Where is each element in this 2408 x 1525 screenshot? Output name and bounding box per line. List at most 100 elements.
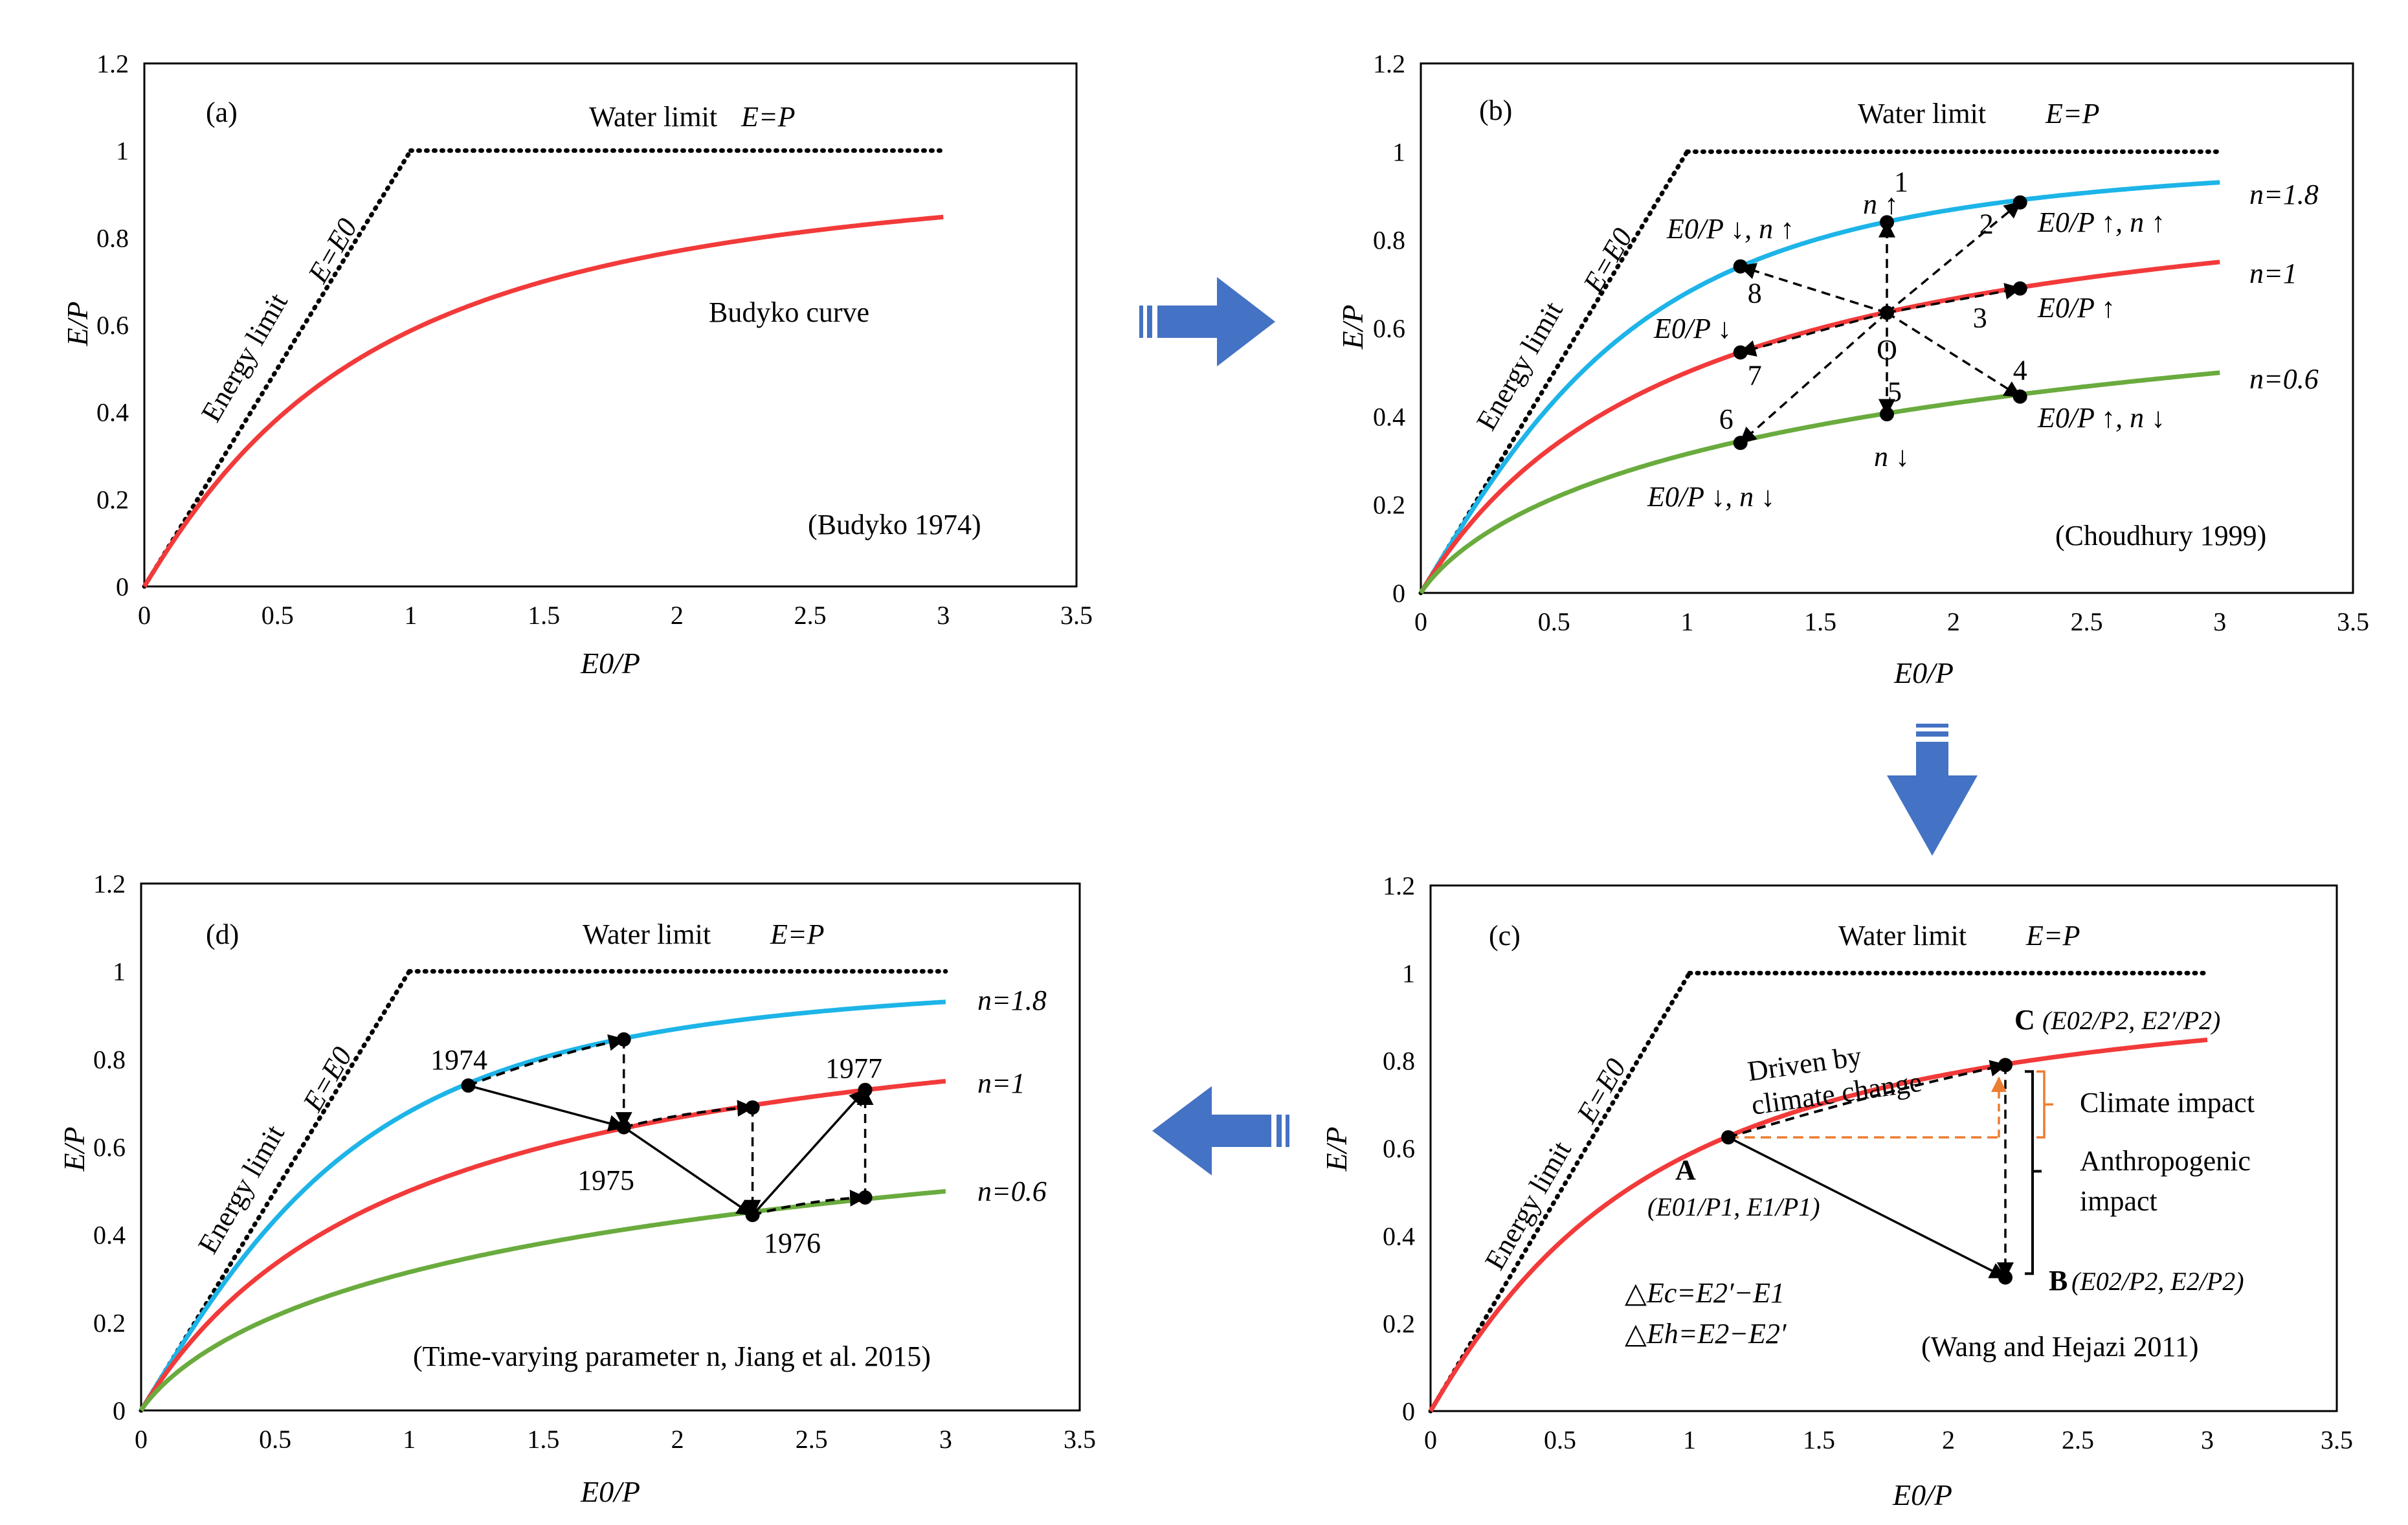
point-b-label: B: [2049, 1265, 2068, 1297]
panel-d: 0 0.5 1 1.5 2 2.5 3 3.5 0 0.2 0.4 0.6 0.8 1 1.2 (d) Wa…: [58, 869, 1096, 1508]
y-tick-label: 0.6: [96, 311, 129, 340]
x-tick-label: 2: [1942, 1425, 1955, 1454]
year-label-1977: 1977: [825, 1052, 882, 1084]
curve-n-1: [1419, 260, 2220, 594]
budyko-curves: [1419, 180, 2220, 594]
water-limit-label: Water limit: [1838, 920, 1967, 952]
y-tick-label: 1.2: [93, 869, 126, 898]
climate-shift-arrow: [623, 1100, 755, 1129]
data-point: [1880, 306, 1894, 320]
x-tick-label: 1: [404, 601, 417, 630]
scenario-points: O 1 2 34 5 67 8: [1719, 166, 2027, 451]
y-tick-label: 0.8: [93, 1045, 126, 1074]
point-label: 4: [2013, 355, 2027, 386]
climate-impact-label: Climate impact: [2080, 1087, 2255, 1119]
y-axis-label: E/P: [1336, 305, 1369, 350]
plot-frame: [1420, 62, 2354, 594]
y-tick-label: 0.8: [96, 223, 129, 252]
x-tick-label: 1: [1680, 607, 1693, 636]
data-point: [1998, 1270, 2012, 1285]
annotation-e0p-up: E0/P ↑: [2037, 292, 2115, 324]
transition-arrow: [623, 1126, 754, 1216]
water-limit-label: Water limit: [589, 101, 717, 133]
water-limit-equation: E=P: [2045, 98, 2099, 129]
x-tick-label: 1.5: [1804, 607, 1836, 636]
axis-ticks: 0 0.5 1 1.5 2 2.5 3 3.5 0 0.2 0.4 0.6 0.8 1 1.2: [1373, 49, 2369, 636]
point-c-label: C: [2014, 1004, 2035, 1036]
x-tick-label: 0.5: [259, 1425, 291, 1454]
panel-label: (d): [206, 918, 239, 950]
x-tick-label: 1: [1683, 1425, 1696, 1454]
point-c-coords: (E02/P2, E2′/P2): [2042, 1006, 2220, 1035]
dashed-shift-arrow: [1739, 311, 1888, 444]
data-point: [1733, 259, 1748, 274]
x-axis-label: E0/P: [580, 647, 640, 680]
dashed-shift-arrow: [1886, 311, 2022, 398]
energy-limit-line: [1428, 970, 1692, 1414]
point-label: O: [1877, 334, 1897, 366]
x-tick-label: 3: [2213, 607, 2226, 636]
x-tick-label: 0: [138, 601, 151, 630]
x-tick-label: 2: [1947, 607, 1960, 636]
energy-limit-equation: E=E0: [1570, 1053, 1633, 1129]
water-limit-label: Water limit: [583, 918, 711, 950]
y-tick-label: 1: [113, 957, 126, 986]
curve-n-0-6: [1419, 370, 2220, 594]
point-label: 1: [1894, 166, 1908, 197]
anthropogenic-label-2: impact: [2080, 1185, 2157, 1217]
water-limit-equation: E=P: [770, 918, 824, 950]
annotation-e0p-down-n-down: E0/P ↓, n ↓: [1647, 481, 1775, 513]
panel-a: 0 0.5 1 1.5 2 2.5 3 3.5 0 0.2 0.4 0.6 0.8 1 1.2 (a) Wa…: [61, 49, 1093, 680]
data-point: [1733, 436, 1748, 451]
point-a-coords: (E01/P1, E1/P1): [1647, 1192, 1820, 1221]
citation: (Time-varying parameter n, Jiang et al. …: [413, 1341, 931, 1372]
scenario-arrows: [1739, 201, 2022, 444]
annotation-e0p-down: E0/P ↓: [1653, 313, 1732, 344]
x-tick-label: 2: [671, 601, 684, 630]
axis-ticks: 0 0.5 1 1.5 2 2.5 3 3.5 0 0.2 0.4 0.6 0.8 1 1.2: [93, 869, 1096, 1454]
citation: (Choudhury 1999): [2055, 520, 2266, 551]
data-point: [2012, 281, 2027, 296]
curve-label-n18: n=1.8: [977, 985, 1047, 1016]
water-limit-equation: E=P: [2025, 920, 2080, 952]
panel-label: (a): [206, 96, 238, 128]
curve-label-n06: n=0.6: [977, 1175, 1047, 1207]
curve-label-n18: n=1.8: [2249, 179, 2319, 210]
y-tick-label: 0: [1392, 579, 1405, 608]
axis-ticks: 0 0.5 1 1.5 2 2.5 3 3.5 0 0.2 0.4 0.6 0.8 1 1.2: [96, 49, 1093, 630]
data-point: [2012, 195, 2027, 210]
curve-budyko-curve: [1428, 1037, 2208, 1412]
curve-label-n06: n=0.6: [2249, 363, 2319, 395]
climate-impact-bracket: [2036, 1070, 2053, 1139]
curve-n-1-8: [139, 999, 946, 1412]
data-point: [616, 1032, 631, 1047]
y-tick-label: 0: [113, 1396, 126, 1425]
curve-n-0-6: [139, 1188, 946, 1412]
x-tick-label: 0: [1424, 1425, 1437, 1454]
energy-limit-label: Energy limit: [195, 288, 294, 427]
x-tick-label: 2.5: [796, 1425, 828, 1454]
panel-label: (c): [1489, 920, 1521, 952]
budyko-curves: [139, 999, 946, 1412]
curve-budyko-curve: [142, 214, 944, 588]
annotation-e0p-down-n-up: E0/P ↓, n ↑: [1666, 213, 1794, 245]
year-label-1975: 1975: [577, 1164, 634, 1196]
annotation-e0p-up-n-up: E0/P ↑, n ↑: [2037, 206, 2165, 238]
y-axis-label: E/P: [58, 1127, 91, 1172]
energy-limit-equation: E=E0: [1577, 223, 1639, 298]
data-point: [1733, 345, 1748, 360]
y-tick-label: 1: [1402, 959, 1415, 988]
x-tick-label: 2.5: [2071, 607, 2103, 636]
y-tick-label: 1.2: [1383, 871, 1415, 900]
axis-ticks: 0 0.5 1 1.5 2 2.5 3 3.5 0 0.2 0.4 0.6 0.8 1 1.2: [1383, 871, 2353, 1454]
y-tick-label: 0: [1402, 1397, 1415, 1426]
y-tick-label: 0.4: [1383, 1221, 1415, 1251]
x-tick-label: 3: [939, 1425, 952, 1454]
data-point: [1880, 406, 1894, 421]
transition-arrow: [467, 1084, 626, 1131]
curve-label-n1: n=1: [977, 1067, 1025, 1099]
energy-limit-line: [142, 148, 413, 589]
data-point: [1721, 1130, 1735, 1145]
flow-arrow-right: [1139, 277, 1275, 366]
data-point: [1998, 1058, 2012, 1073]
